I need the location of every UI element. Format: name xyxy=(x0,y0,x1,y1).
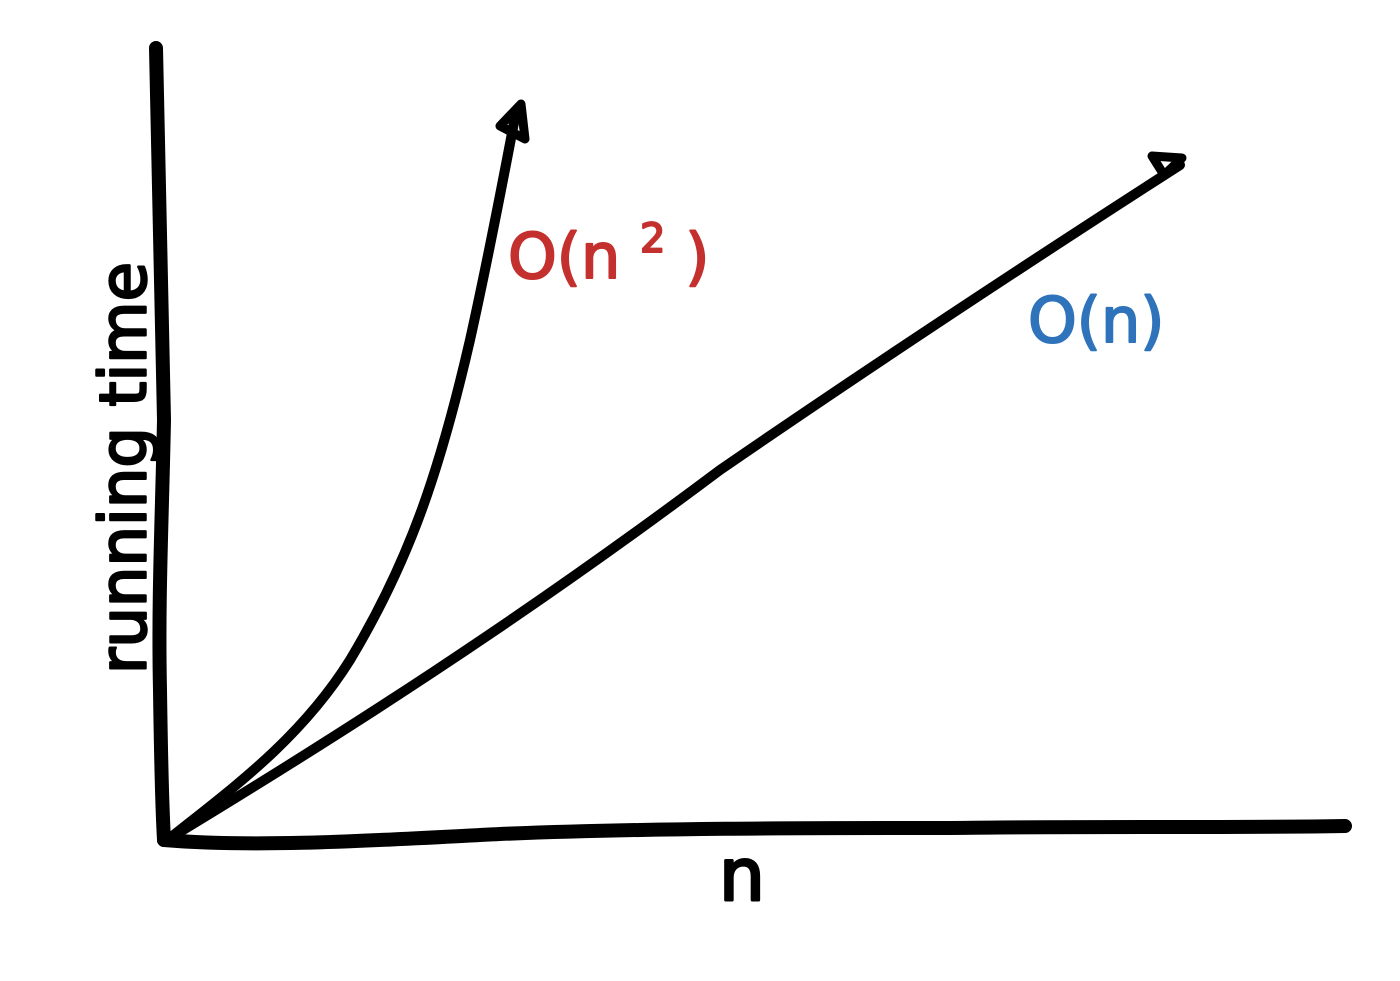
linear-curve-arrowhead xyxy=(1147,151,1187,180)
x-axis-label: n xyxy=(719,833,765,917)
quadratic-curve xyxy=(165,107,521,843)
quadratic-label-main: O(n xyxy=(508,220,620,293)
quadratic-label-close: ) xyxy=(685,220,709,293)
y-axis-label: running time xyxy=(88,262,162,674)
quadratic-label: O(n 2 ) xyxy=(508,194,709,293)
quadratic-curve-arrowhead xyxy=(495,99,530,144)
linear-curve xyxy=(165,160,1185,843)
x-axis xyxy=(157,819,1352,851)
linear-label: O(n) xyxy=(1028,284,1164,357)
quadratic-label-superscript: 2 xyxy=(640,216,665,262)
y-axis xyxy=(149,41,171,847)
